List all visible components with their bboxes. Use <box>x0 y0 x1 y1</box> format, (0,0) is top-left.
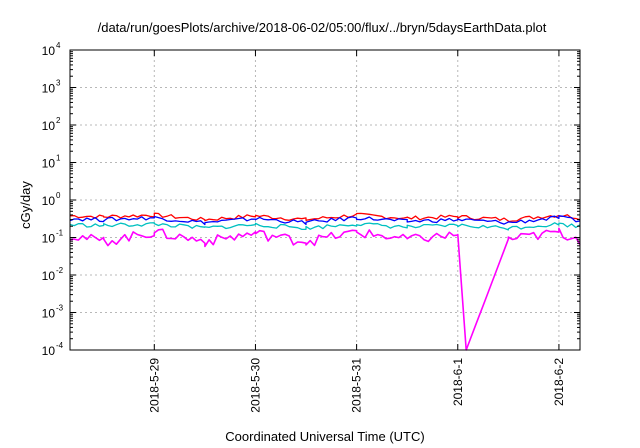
x-tick-label: 2018-5-29 <box>147 358 161 413</box>
y-tick-exponent: -3 <box>56 304 64 313</box>
chart-title: /data/run/goesPlots/archive/2018-06-02/0… <box>98 20 547 35</box>
x-tick-label: 2018-6-1 <box>451 358 465 406</box>
y-tick-exponent: 4 <box>56 41 61 50</box>
series-line-1 <box>69 212 581 223</box>
y-tick-label: 10 <box>42 82 56 96</box>
y-tick-label: 10 <box>42 307 56 321</box>
y-tick-label: 10 <box>42 119 56 133</box>
grid-layer <box>70 50 580 350</box>
y-tick-exponent: -4 <box>56 341 64 350</box>
x-axis-label: Coordinated Universal Time (UTC) <box>225 429 424 444</box>
y-tick-exponent: 2 <box>56 116 61 125</box>
series-line-2 <box>69 215 581 226</box>
series-line-4 <box>69 227 581 351</box>
y-tick-label: 10 <box>42 194 56 208</box>
y-tick-exponent: -2 <box>56 266 64 275</box>
x-tick-label: 2018-5-31 <box>350 358 364 413</box>
y-tick-label: 10 <box>42 269 56 283</box>
y-axis-label: cGy/day <box>18 181 33 229</box>
series-line-3 <box>69 222 581 231</box>
y-tick-exponent: 0 <box>56 191 61 200</box>
y-tick-exponent: 3 <box>56 79 61 88</box>
y-tick-label: 10 <box>42 157 56 171</box>
y-tick-exponent: -1 <box>56 229 64 238</box>
y-tick-label: 10 <box>42 344 56 358</box>
series-layer <box>69 212 581 351</box>
y-tick-label: 10 <box>42 232 56 246</box>
x-tick-label: 2018-5-30 <box>248 358 262 413</box>
y-tick-exponent: 1 <box>56 154 61 163</box>
x-tick-label: 2018-6-2 <box>552 358 566 406</box>
y-tick-label: 10 <box>42 44 56 58</box>
